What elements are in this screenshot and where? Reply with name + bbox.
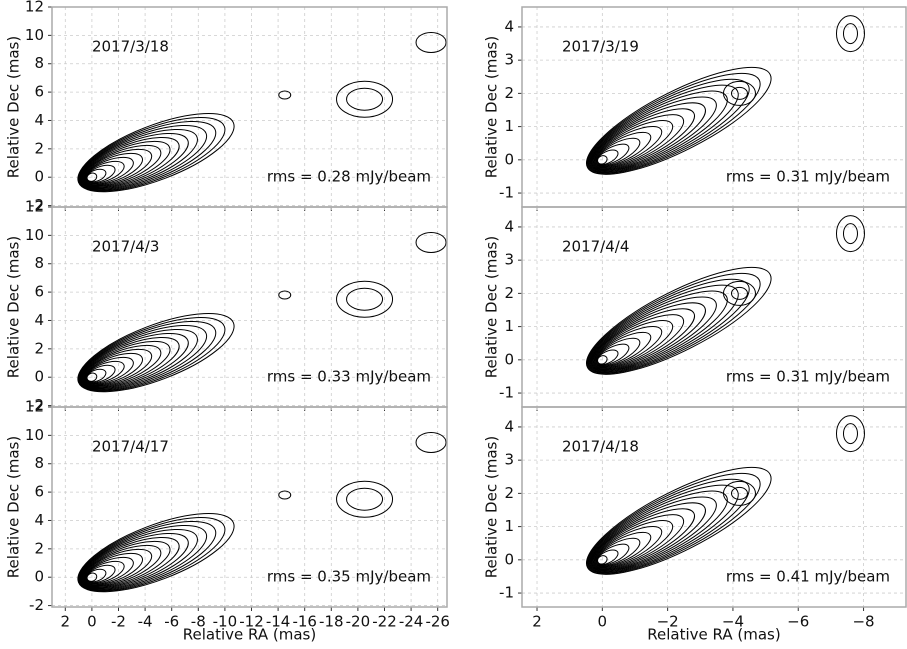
y-axis-label: Relative Dec (mas)	[5, 236, 23, 378]
y-tick-label: -1	[499, 384, 514, 402]
x-tick-label: -22	[372, 613, 397, 631]
x-axis-label: Relative RA (mas)	[647, 626, 780, 644]
y-tick-label: 2	[34, 339, 44, 357]
y-tick-label: 2	[34, 539, 44, 557]
y-tick-label: 10	[25, 226, 44, 244]
y-tick-label: 12	[25, 198, 44, 216]
y-tick-label: 4	[504, 217, 514, 235]
y-tick-label: 8	[34, 254, 44, 272]
x-tick-label: 2	[61, 613, 71, 631]
rms-label: rms = 0.31 mJy/beam	[726, 168, 890, 186]
x-tick-label: 0	[87, 613, 97, 631]
x-tick-label: -4	[138, 613, 153, 631]
contour	[347, 488, 383, 510]
y-tick-label: 1	[504, 317, 514, 335]
date-label: 2017/4/4	[562, 238, 629, 256]
date-label: 2017/4/18	[562, 438, 639, 456]
y-tick-label: -2	[29, 596, 44, 614]
y-tick-label: 0	[504, 150, 514, 168]
y-tick-label: 0	[504, 550, 514, 568]
y-tick-label: 6	[34, 83, 44, 101]
contour	[69, 497, 244, 607]
y-tick-label: 1	[504, 117, 514, 135]
contour	[279, 491, 291, 499]
date-label: 2017/4/17	[92, 438, 169, 456]
rms-label: rms = 0.35 mJy/beam	[267, 568, 431, 586]
contour	[347, 88, 383, 110]
rms-label: rms = 0.31 mJy/beam	[726, 368, 890, 386]
contour	[843, 24, 857, 44]
y-tick-label: 10	[25, 26, 44, 44]
y-tick-label: 3	[504, 51, 514, 69]
contour	[279, 91, 291, 99]
contour	[836, 216, 864, 252]
y-axis-label: Relative Dec (mas)	[5, 436, 23, 578]
y-tick-label: 4	[504, 17, 514, 35]
y-tick-label: 10	[25, 426, 44, 444]
contour	[69, 297, 244, 407]
y-tick-label: 3	[504, 451, 514, 469]
y-axis-label: Relative Dec (mas)	[483, 236, 501, 378]
date-label: 2017/4/3	[92, 238, 159, 256]
x-tick-label: -18	[319, 613, 344, 631]
x-tick-label: -20	[346, 613, 371, 631]
date-label: 2017/3/18	[92, 38, 169, 56]
contour	[843, 224, 857, 244]
y-tick-label: -1	[499, 584, 514, 602]
y-tick-label: 2	[504, 84, 514, 102]
y-tick-label: 4	[34, 511, 44, 529]
y-axis-label: Relative Dec (mas)	[5, 36, 23, 178]
contour	[836, 16, 864, 52]
y-tick-label: 4	[34, 311, 44, 329]
x-axis-label: Relative RA (mas)	[183, 626, 316, 644]
y-tick-label: 3	[504, 251, 514, 269]
x-tick-label: -2	[111, 613, 126, 631]
y-tick-label: 0	[504, 350, 514, 368]
y-tick-label: 12	[25, 0, 44, 16]
rms-label: rms = 0.41 mJy/beam	[726, 568, 890, 586]
x-tick-label: -24	[399, 613, 424, 631]
y-axis-label: Relative Dec (mas)	[483, 36, 501, 178]
y-tick-label: -1	[499, 184, 514, 202]
rms-label: rms = 0.33 mJy/beam	[267, 368, 431, 386]
contour	[347, 288, 383, 310]
y-tick-label: 6	[34, 483, 44, 501]
y-tick-label: 2	[34, 139, 44, 157]
figure: -20246810122017/3/18rms = 0.28 mJy/beamR…	[0, 0, 907, 649]
x-tick-label: -26	[425, 613, 450, 631]
contour	[836, 416, 864, 452]
x-tick-label: 2	[532, 613, 542, 631]
y-tick-label: 4	[34, 111, 44, 129]
y-tick-label: 12	[25, 398, 44, 416]
y-tick-label: 0	[34, 368, 44, 386]
x-tick-label: 0	[598, 613, 608, 631]
contour	[279, 291, 291, 299]
contour	[69, 97, 244, 207]
rms-label: rms = 0.28 mJy/beam	[267, 168, 431, 186]
contour	[843, 424, 857, 444]
y-tick-label: 0	[34, 168, 44, 186]
y-tick-label: 4	[504, 417, 514, 435]
date-label: 2017/3/19	[562, 38, 639, 56]
y-tick-label: 2	[504, 484, 514, 502]
y-tick-label: 8	[34, 54, 44, 72]
y-tick-label: 6	[34, 283, 44, 301]
y-tick-label: 0	[34, 568, 44, 586]
y-tick-label: 1	[504, 517, 514, 535]
y-axis-label: Relative Dec (mas)	[483, 436, 501, 578]
y-tick-label: 8	[34, 454, 44, 472]
x-tick-label: −8	[852, 613, 874, 631]
y-tick-label: 2	[504, 284, 514, 302]
x-tick-label: −6	[787, 613, 809, 631]
x-tick-label: -6	[164, 613, 179, 631]
